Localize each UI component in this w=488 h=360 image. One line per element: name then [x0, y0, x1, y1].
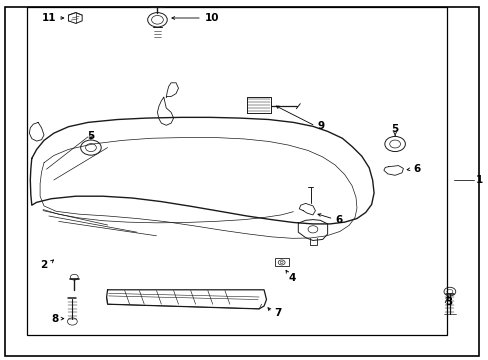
FancyBboxPatch shape [5, 7, 478, 356]
Text: 9: 9 [317, 121, 325, 131]
Text: 5: 5 [391, 124, 398, 134]
Text: 3: 3 [444, 297, 451, 307]
Bar [274, 258, 288, 266]
Text: 4: 4 [287, 273, 295, 283]
Text: 6: 6 [412, 164, 420, 174]
Text: 10: 10 [204, 13, 219, 23]
Text: 1: 1 [475, 175, 483, 185]
Text: 11: 11 [41, 13, 56, 23]
Text: 5: 5 [87, 131, 94, 141]
Text: 7: 7 [273, 308, 281, 318]
Text: 6: 6 [334, 215, 342, 225]
Text: 8: 8 [51, 314, 58, 324]
Text: 2: 2 [41, 260, 47, 270]
Bar [27, 7, 447, 335]
